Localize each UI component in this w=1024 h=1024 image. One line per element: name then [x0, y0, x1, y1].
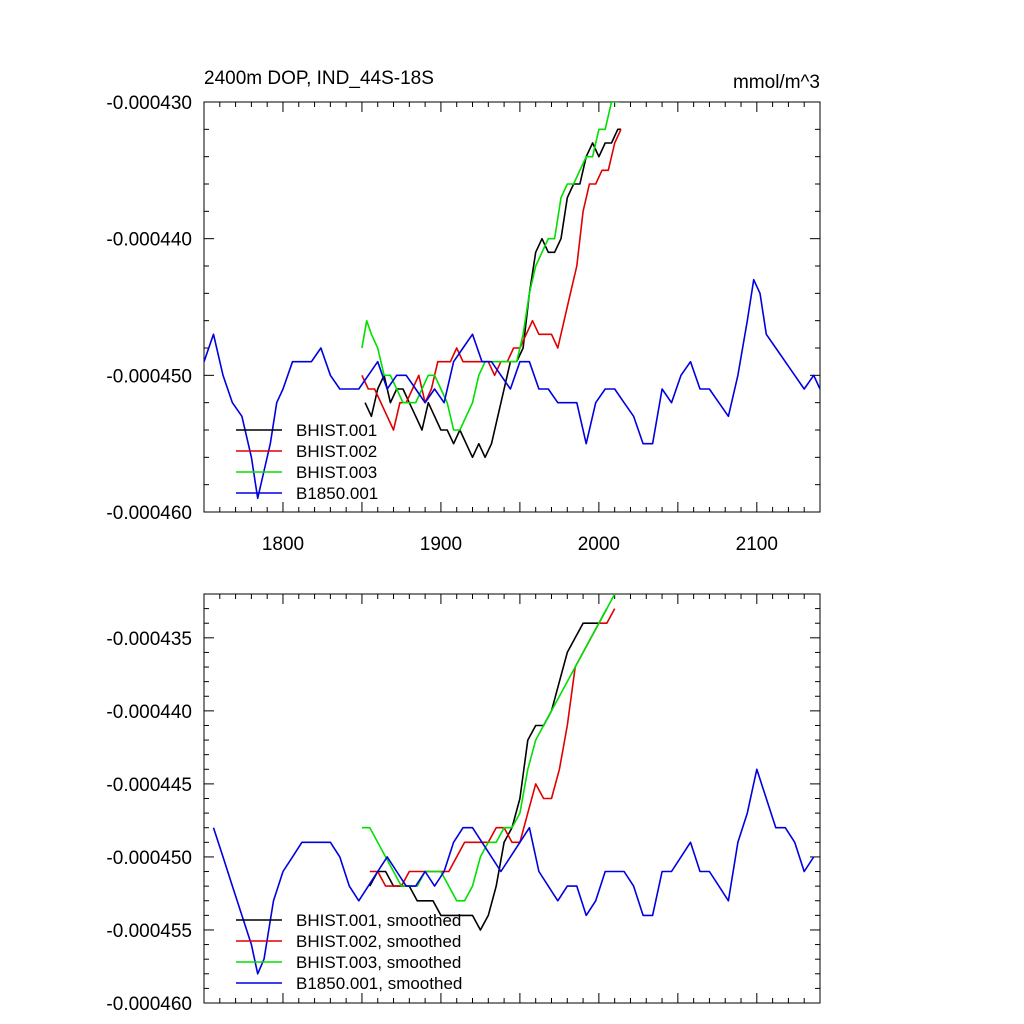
series-line-b1850-001-smoothed — [212, 768, 815, 975]
x-tick-label: 1900 — [420, 534, 462, 555]
top-plot-frame — [203, 101, 821, 513]
series-line-bhist-001 — [364, 128, 621, 459]
x-tick-label: 1800 — [262, 534, 304, 555]
legend-label-b1850-001-smoothed: B1850.001, smoothed — [296, 974, 462, 993]
legend-label-bhist-002: BHIST.002 — [296, 442, 377, 461]
x-tick-label: 2000 — [578, 534, 620, 555]
y-tick-label: -0.000440 — [106, 702, 192, 723]
legend-label-bhist-001-smoothed: BHIST.001, smoothed — [296, 911, 461, 930]
series-line-bhist-003-smoothed — [361, 594, 616, 902]
y-tick-label: -0.000435 — [106, 629, 192, 650]
y-tick-label: -0.000440 — [106, 230, 192, 251]
legend-label-bhist-002-smoothed: BHIST.002, smoothed — [296, 932, 461, 951]
top-panel: 1800 1900 2000 2100 -0.000460 -0.000450 -0.000… — [106, 93, 821, 555]
x-tick-label: 2100 — [736, 534, 778, 555]
legend-label-bhist-003-smoothed: BHIST.003, smoothed — [296, 953, 461, 972]
y-tick-label: -0.000450 — [106, 848, 192, 869]
bottom-panel: -0.000460 -0.000455 -0.000450 -0.000445 -0.0… — [106, 593, 821, 1015]
y-tick-label: -0.000430 — [106, 93, 192, 114]
legend-label-bhist-001: BHIST.001 — [296, 421, 377, 440]
y-tick-label: -0.000455 — [106, 921, 192, 942]
y-tick-label: -0.000460 — [106, 994, 192, 1015]
y-tick-label: -0.000460 — [106, 503, 192, 524]
series-line-bhist-001-smoothed — [369, 608, 608, 931]
legend-label-b1850-001: B1850.001 — [296, 484, 378, 503]
y-tick-label: -0.000445 — [106, 775, 192, 796]
series-line-bhist-003 — [361, 102, 620, 431]
series-line-bhist-002-smoothed — [369, 608, 616, 887]
legend-label-bhist-003: BHIST.003 — [296, 463, 377, 482]
y-tick-label: -0.000450 — [106, 366, 192, 387]
units-label: mmol/m^3 — [733, 72, 820, 93]
chart-title: 2400m DOP, IND_44S-18S — [204, 68, 434, 89]
series-line-b1850-001 — [204, 278, 820, 500]
